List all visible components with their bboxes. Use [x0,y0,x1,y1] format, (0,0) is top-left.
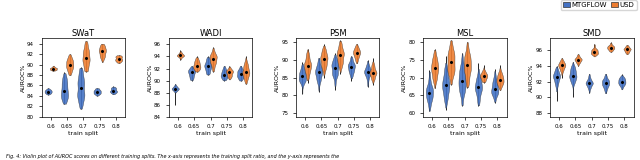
Y-axis label: AUROC%: AUROC% [148,63,153,92]
X-axis label: train split: train split [195,131,225,136]
X-axis label: train split: train split [450,131,480,136]
X-axis label: train split: train split [323,131,353,136]
Y-axis label: AUROC%: AUROC% [20,63,26,92]
X-axis label: train split: train split [577,131,607,136]
Title: WADI: WADI [199,29,221,38]
X-axis label: train split: train split [68,131,99,136]
Y-axis label: AUROC%: AUROC% [275,63,280,92]
Title: SWaT: SWaT [72,29,95,38]
Legend: MTGFLOW, USD: MTGFLOW, USD [561,0,637,10]
Y-axis label: AUROC%: AUROC% [402,63,407,92]
Title: SMD: SMD [582,29,602,38]
Text: Fig. 4: Violin plot of AUROC scores on different training splits. The x-axis rep: Fig. 4: Violin plot of AUROC scores on d… [6,154,340,159]
Title: MSL: MSL [456,29,473,38]
Y-axis label: AUROC%: AUROC% [529,63,534,92]
Title: PSM: PSM [329,29,346,38]
